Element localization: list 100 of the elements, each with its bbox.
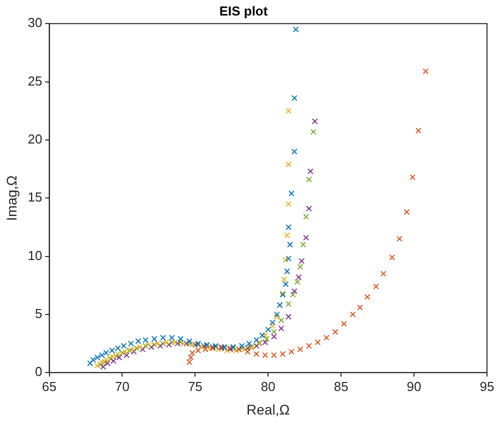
point [128, 340, 134, 346]
point [102, 359, 108, 366]
point [172, 339, 178, 346]
point [246, 340, 252, 346]
point [244, 348, 251, 355]
y-tick-label: 15 [28, 190, 42, 205]
point [103, 356, 110, 363]
point [410, 174, 416, 180]
point [404, 209, 410, 216]
x-tick-label: 90 [406, 378, 422, 394]
point [262, 339, 268, 346]
point [146, 342, 152, 348]
point [314, 339, 321, 346]
point [278, 325, 284, 332]
point [253, 351, 260, 357]
x-tick-label: 85 [334, 378, 348, 394]
point [312, 118, 318, 124]
point [288, 190, 294, 196]
point [265, 326, 272, 333]
point [238, 345, 245, 352]
point [98, 352, 105, 358]
point [163, 339, 169, 346]
point [151, 342, 158, 348]
x-tick-label: 65 [42, 378, 56, 394]
y-tick-label: 30 [28, 15, 42, 30]
point [94, 362, 100, 369]
point [288, 348, 294, 355]
point [120, 342, 127, 349]
point [373, 284, 380, 290]
point [286, 108, 292, 114]
point [298, 258, 305, 264]
point [306, 176, 312, 182]
point [134, 345, 140, 352]
point [341, 320, 347, 327]
point [296, 274, 302, 280]
point [297, 264, 304, 270]
point [180, 340, 186, 346]
point [284, 232, 290, 238]
point [174, 340, 181, 346]
point [332, 328, 338, 335]
point [286, 256, 292, 262]
point [281, 276, 288, 283]
point [87, 360, 94, 366]
y-tick-label: 20 [28, 132, 42, 147]
point [94, 354, 100, 360]
point [142, 342, 149, 349]
point [300, 242, 306, 248]
point [286, 200, 292, 207]
point [292, 26, 299, 32]
point [135, 338, 142, 344]
point [291, 95, 298, 102]
point [168, 334, 175, 341]
point [183, 340, 190, 346]
point [109, 353, 115, 360]
point [389, 254, 396, 260]
point [151, 336, 158, 342]
point [160, 334, 166, 341]
point [242, 346, 248, 352]
point [282, 281, 289, 288]
point [110, 358, 116, 364]
point [157, 342, 164, 349]
point [178, 336, 184, 342]
point [186, 340, 192, 346]
y-tick-label: 10 [28, 248, 42, 263]
point [264, 336, 270, 342]
point [324, 334, 330, 341]
point [286, 300, 292, 307]
point [280, 351, 286, 357]
point [270, 320, 276, 326]
point [290, 292, 296, 298]
point [126, 348, 132, 354]
y-tick-label: 25 [28, 73, 42, 88]
point [306, 342, 312, 349]
point [108, 356, 114, 362]
point [124, 352, 130, 358]
point [109, 348, 115, 354]
point [306, 206, 312, 212]
point [206, 345, 213, 352]
point [224, 348, 230, 354]
point [200, 342, 207, 349]
point [291, 148, 298, 155]
point [287, 242, 293, 248]
point [244, 345, 251, 352]
point [286, 314, 292, 320]
point [122, 348, 128, 355]
point [270, 352, 277, 358]
y-tick-label: 0 [35, 364, 42, 380]
point [297, 346, 304, 352]
point [282, 256, 289, 263]
point [166, 342, 172, 348]
point [253, 342, 260, 349]
point [284, 268, 290, 274]
y-tick-label: 5 [35, 306, 42, 322]
point [202, 346, 208, 352]
point [270, 328, 277, 335]
point [262, 332, 268, 338]
point [396, 236, 402, 242]
point [160, 340, 166, 346]
point [307, 168, 314, 174]
point [364, 294, 370, 300]
